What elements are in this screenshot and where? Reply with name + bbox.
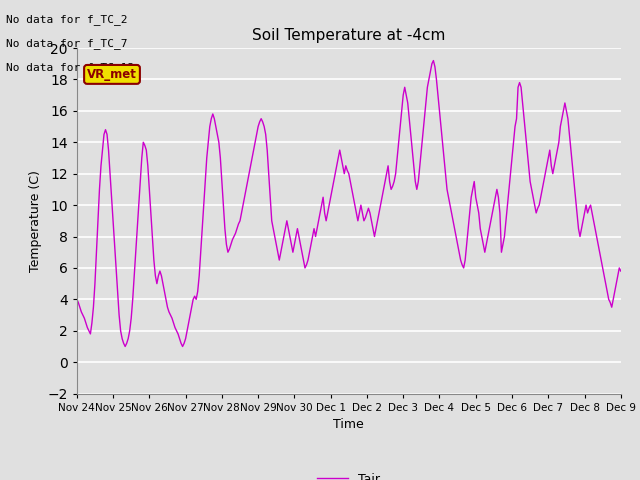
Y-axis label: Temperature (C): Temperature (C) [29,170,42,272]
Text: No data for f_TC_7: No data for f_TC_7 [6,38,128,49]
Tair [617,268,625,274]
X-axis label: Time: Time [333,418,364,431]
Text: No data for f_TC_2: No data for f_TC_2 [6,14,128,25]
Tair [384,163,392,168]
Text: VR_met: VR_met [87,68,137,81]
Tair [415,179,422,184]
Tair [122,344,129,349]
Tair [88,320,96,326]
Tair [73,297,81,302]
Legend: Tair: Tair [312,468,385,480]
Tair [403,92,410,98]
Text: No data for f_TC_12: No data for f_TC_12 [6,62,134,73]
Tair [554,147,561,153]
Title: Soil Temperature at -4cm: Soil Temperature at -4cm [252,28,445,43]
Tair [429,58,437,63]
Line: Tair: Tair [77,60,621,347]
Tair [176,336,184,341]
